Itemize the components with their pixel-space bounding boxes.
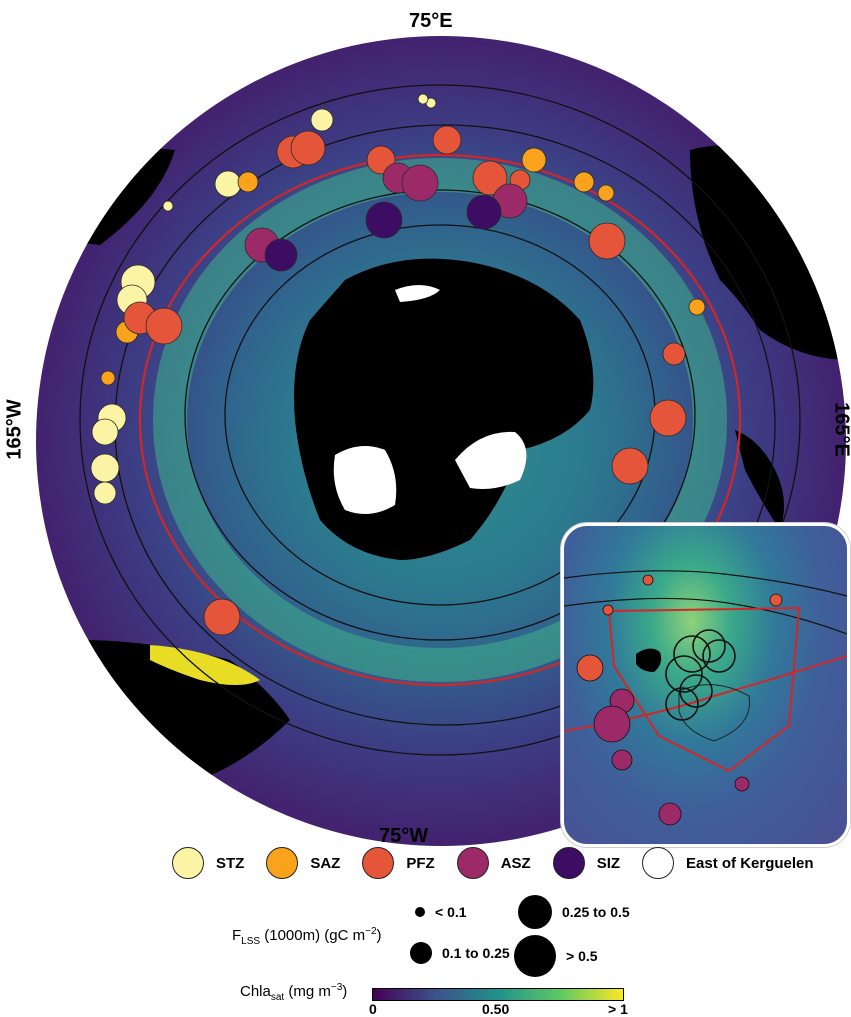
colorbar-tick-0: 0: [369, 1001, 377, 1017]
station-marker: [432, 125, 462, 155]
flux-class-025-05: 0.25 to 0.5: [518, 895, 630, 929]
station-marker: [417, 93, 429, 105]
flux-dot-medium: [410, 942, 432, 964]
flux-class-lt01: < 0.1: [415, 904, 467, 920]
zone-legend: STZ SAZ PFZ ASZ SIZ East of Kerguelen: [172, 847, 836, 879]
zone-swatch-siz: [552, 847, 585, 879]
heard-plateau-contour: [678, 684, 751, 742]
zone-swatch-pfz: [362, 847, 395, 879]
station-marker: [597, 184, 615, 202]
station-marker: [91, 418, 119, 446]
station-marker: [588, 222, 626, 260]
station-marker: [688, 298, 706, 316]
zone-label-asz: ASZ: [500, 854, 531, 872]
kerguelen-inset: [561, 523, 850, 847]
flux-dot-large: [518, 895, 552, 929]
station-marker: [466, 194, 502, 230]
station-marker: [214, 170, 242, 198]
zone-label-pfz: PFZ: [406, 854, 435, 872]
flux-dot-xlarge: [514, 935, 556, 977]
polar-front: [138, 153, 742, 687]
inset-station-marker: [665, 687, 699, 721]
front-line-1: [79, 84, 801, 756]
station-marker: [365, 201, 403, 239]
station-marker: [162, 200, 174, 212]
inset-front-mid: [564, 597, 847, 635]
inset-front-top: [564, 570, 847, 597]
zone-swatch-saz: [266, 847, 299, 879]
chla-ring: [153, 158, 727, 682]
station-marker: [611, 447, 649, 485]
sa-shelf: [150, 645, 260, 685]
nz-landmass: [735, 430, 784, 530]
station-marker: [649, 399, 687, 437]
inset-station-marker: [679, 674, 713, 708]
inset-box: [607, 606, 801, 773]
station-marker: [290, 130, 326, 166]
zone-label-saz: SAZ: [310, 854, 341, 872]
station-marker: [100, 370, 116, 386]
inset-station-marker: [665, 655, 703, 693]
label-75W: 75°W: [379, 825, 429, 847]
flux-legend-title: FLSS (1000m) (gC m−2): [232, 926, 382, 947]
colorbar-tick-050: 0.50: [482, 1001, 510, 1017]
station-marker: [145, 307, 183, 345]
inset-station-marker: [576, 654, 604, 682]
inset-station-marker: [769, 593, 783, 607]
zone-swatch-stz: [172, 847, 204, 879]
zone-label-kerguelen: East of Kerguelen: [686, 854, 814, 872]
station-marker: [662, 342, 686, 366]
amery-ice-shelf: [395, 285, 440, 302]
flux-class-01-025: 0.1 to 0.25: [410, 942, 510, 964]
colorbar: [372, 988, 624, 1001]
zone-label-stz: STZ: [216, 854, 245, 872]
station-marker: [264, 238, 298, 272]
colorbar-title: Chlasat (mg m−3): [240, 982, 348, 1003]
inset-station-marker: [642, 574, 654, 586]
station-marker: [472, 160, 508, 196]
ross-ice-shelf: [455, 431, 527, 489]
station-marker: [93, 481, 117, 505]
label-75E: 75°E: [409, 10, 453, 32]
station-marker: [310, 108, 334, 132]
inset-station-marker: [611, 749, 633, 771]
flux-dot-small: [415, 907, 425, 917]
label-165W: 165°W: [3, 399, 26, 460]
station-marker: [237, 171, 259, 193]
inset-station-marker: [602, 604, 614, 616]
zone-swatch-asz: [456, 847, 489, 879]
inset-station-marker: [734, 776, 750, 792]
inset-map: [564, 570, 847, 826]
flux-class-gt05: > 0.5: [514, 935, 598, 977]
station-marker: [521, 147, 547, 173]
zone-label-siz: SIZ: [596, 854, 621, 872]
inset-station-marker: [673, 635, 711, 673]
inset-station-marker: [692, 629, 726, 663]
inset-station-marker: [593, 705, 631, 743]
station-marker: [90, 453, 120, 483]
inset-station-marker: [658, 802, 682, 826]
colorbar-tick-gt1: > 1: [608, 1001, 628, 1017]
kerguelen-island: [636, 648, 662, 672]
label-165E: 165°E: [830, 402, 851, 457]
station-marker: [573, 171, 595, 193]
station-marker: [401, 164, 439, 202]
inset-station-marker: [702, 639, 736, 673]
zone-swatch-kerguelen: [642, 847, 675, 879]
ronne-ice-shelf: [333, 446, 397, 514]
station-marker: [203, 598, 241, 636]
front-line-3: [184, 189, 696, 641]
